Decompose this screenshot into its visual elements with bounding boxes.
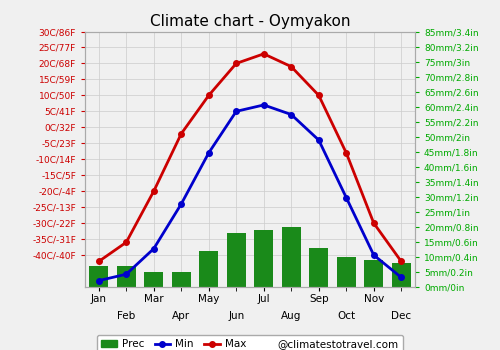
Bar [199, 251, 218, 287]
Bar [144, 272, 164, 287]
Bar [172, 272, 191, 287]
Bar [254, 230, 274, 287]
Bar [364, 260, 384, 287]
Bar [309, 248, 328, 287]
Title: Climate chart - Oymyakon: Climate chart - Oymyakon [150, 14, 350, 29]
Bar [89, 266, 108, 287]
Legend: Prec, Min, Max, @climatestotravel.com: Prec, Min, Max, @climatestotravel.com [97, 335, 403, 350]
Bar [336, 257, 356, 287]
Bar [226, 233, 246, 287]
Bar [116, 266, 136, 287]
Bar [392, 263, 411, 287]
Bar [282, 227, 301, 287]
